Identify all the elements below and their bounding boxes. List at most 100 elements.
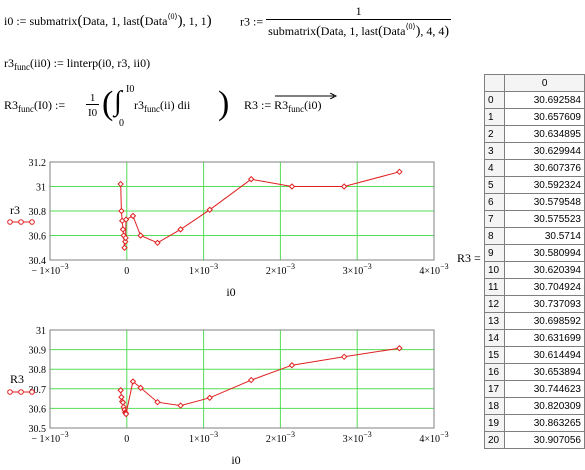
data-point [288,362,296,369]
R3-plot[interactable]: 30.5 30.6 30.7 30.8 30.9 31 − 1×10−3 0 1×10−3 2×… [0,320,470,470]
row-value[interactable]: 30.580994 [504,244,585,262]
row-value[interactable]: 30.575523 [504,210,585,228]
r3-plot[interactable]: 30.4 30.6 30.8 31 31.2 − 1×10−3 0 1×10−3 2×10−3… [0,150,470,300]
i0-definition[interactable]: i0 := submatrix(Data, 1, last(Data⟨0⟩), … [4,12,212,29]
row-value[interactable]: 30.607376 [504,159,585,177]
y-tick-label: 31.2 [29,158,47,169]
y-tick-label: 30.9 [29,346,47,357]
x-tick-label: 1×10−3 [189,430,218,445]
row-value[interactable]: 30.614494 [504,346,585,364]
R3-assign-lhs: R3 := [244,98,272,112]
row-value[interactable]: 30.620394 [504,261,585,279]
R3-assignment[interactable]: R3 := R3func(i0) [244,93,338,114]
R3-assign-arg: (i0) [304,98,322,112]
row-value[interactable]: 30.737093 [504,295,585,313]
row-value[interactable]: 30.634895 [504,125,585,143]
row-value[interactable]: 30.698592 [504,312,585,330]
row-index: 14 [483,329,506,347]
data-point [154,398,161,406]
table-row: 12 30.737093 [483,295,585,313]
r3-lhs: r3 := [240,14,264,29]
data-point [340,183,348,190]
integrand-arg: (ii) dii [160,98,191,112]
data-point [206,206,213,213]
data-point [396,345,403,352]
R3func-arg: (I0) := [34,98,66,112]
table-row: 4 30.607376 [483,159,585,177]
data-point [122,238,129,245]
row-index: 10 [483,261,506,279]
data-point [154,239,161,247]
table-row: 10 30.620394 [483,261,585,279]
r3-numerator: 1 [355,4,362,18]
y-axis-label: r3 [10,203,20,217]
row-value[interactable]: 30.863265 [504,414,585,432]
table-row: 17 30.744623 [483,380,585,398]
R3func-name: R3 [4,98,19,112]
data-point [288,183,296,190]
left-paren: ( [102,85,114,122]
y-axis-label: R3 [10,372,24,386]
table-row: 5 30.592324 [483,176,585,194]
row-value[interactable]: 30.820309 [504,397,585,415]
data-point [118,207,125,215]
y-tick-label: 30.7 [29,385,47,396]
y-tick-labels: 30.5 30.6 30.7 30.8 30.9 31 [29,326,47,435]
row-value[interactable]: 30.631699 [504,329,585,347]
row-index: 4 [483,159,506,177]
table-row: 19 30.863265 [483,414,585,432]
row-value[interactable]: 30.5714 [504,227,585,245]
i0-rhs-tail: , 1, 1 [182,14,207,28]
row-value[interactable]: 30.907056 [504,431,585,449]
r3func-definition[interactable]: r3func(ii0) := linterp(i0, r3, ii0) [4,56,150,72]
table-row: 1 30.657609 [483,108,585,126]
r3-denominator: submatrix(Data, 1, last(Data⟨0⟩), 4, 4) [266,19,452,40]
x-tick-label: 2×10−3 [266,430,295,445]
data-point [340,353,348,361]
table-row: 6 30.579548 [483,193,585,211]
data-point [248,175,255,183]
data-point [129,378,137,385]
row-value[interactable]: 30.692584 [504,91,585,109]
table-row: 14 30.631699 [483,329,585,347]
plot-frame [49,329,435,429]
row-value[interactable]: 30.592324 [504,176,585,194]
x-tick-label: − 1×10−3 [31,262,68,277]
y-tick-label: 30.6 [29,232,47,243]
legend-trace-icon [7,389,35,395]
row-index: 9 [483,244,506,262]
R3-result-table[interactable]: 0 0 30.692584 1 30.657609 2 30.634895 3 30.6299… [483,74,585,449]
x-axis-label: i0 [226,285,235,299]
data-point [129,212,137,220]
y-tick-label: 31 [36,183,46,194]
row-index: 7 [483,210,506,228]
legend-trace-icon [7,219,35,225]
data-point [117,180,124,188]
r3-definition[interactable]: r3 := 1 submatrix(Data, 1, last(Data⟨0⟩)… [240,4,452,40]
table-row: 20 30.907056 [483,431,585,449]
y-tick-label: 31 [36,326,46,337]
r3-fraction: 1 submatrix(Data, 1, last(Data⟨0⟩), 4, 4… [266,4,452,40]
x-axis-label: i0 [231,453,240,467]
row-value[interactable]: 30.579548 [504,193,585,211]
row-index: 6 [483,193,506,211]
i0-rhs-data: Data [144,14,168,28]
data-point [122,410,130,418]
row-index: 16 [483,363,506,381]
data-point [137,384,144,392]
integral-lower-limit: 0 [119,118,124,129]
table-corner-cell [483,74,506,92]
row-value[interactable]: 30.744623 [504,380,585,398]
row-value[interactable]: 30.704924 [504,278,585,296]
row-index: 2 [483,125,506,143]
series-points [117,345,403,418]
row-index: 13 [483,312,506,330]
x-tick-label: − 1×10−3 [31,430,68,445]
row-value[interactable]: 30.653894 [504,363,585,381]
x-tick-label: 1×10−3 [189,262,218,277]
row-value[interactable]: 30.657609 [504,108,585,126]
row-value[interactable]: 30.629944 [504,142,585,160]
row-index: 1 [483,108,506,126]
R3func-fraction: 1 I0 [86,92,100,119]
right-paren: ) [218,85,230,122]
